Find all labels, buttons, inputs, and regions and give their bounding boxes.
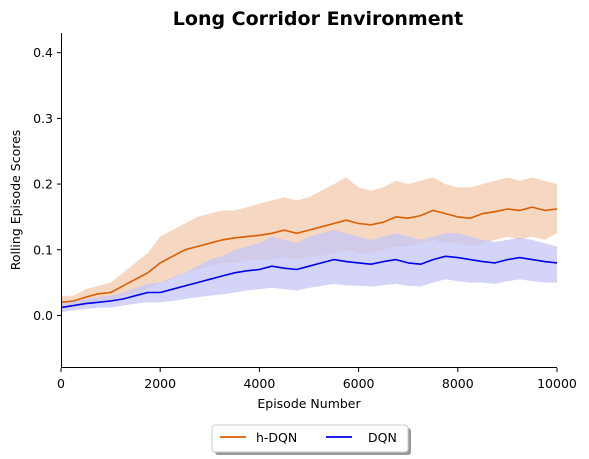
series-lines — [60, 206, 558, 309]
x-tick-label: 8000 — [442, 376, 474, 391]
x-tick-label: 6000 — [343, 376, 375, 391]
y-tick-label: 0.0 — [33, 308, 53, 323]
series-line-h-dqn — [60, 206, 558, 304]
y-tick-label: 0.3 — [33, 111, 53, 126]
legend-box — [211, 424, 409, 453]
x-ticks: 0 2000 4000 6000 8000 10000 — [57, 368, 577, 391]
x-tick-label: 0 — [57, 376, 65, 391]
y-ticks: 0.0 0.1 0.2 0.3 0.4 — [33, 45, 61, 323]
band-dqn — [61, 230, 557, 313]
chart-title: Long Corridor Environment — [173, 8, 463, 30]
x-tick-label: 4000 — [243, 376, 275, 391]
x-tick-label: 2000 — [144, 376, 176, 391]
legend-label-h-dqn: h-DQN — [256, 430, 297, 445]
y-tick-label: 0.2 — [33, 177, 53, 192]
confidence-bands — [61, 177, 557, 313]
y-tick-label: 0.1 — [33, 242, 53, 257]
series-line-dqn — [60, 255, 558, 309]
x-axis-label: Episode Number — [257, 396, 361, 411]
y-tick-label: 0.4 — [33, 45, 53, 60]
legend-label-dqn: DQN — [368, 430, 397, 445]
x-tick-label: 10000 — [537, 376, 577, 391]
legend: h-DQN DQN — [211, 424, 411, 455]
y-axis-label: Rolling Episode Scores — [8, 130, 23, 271]
